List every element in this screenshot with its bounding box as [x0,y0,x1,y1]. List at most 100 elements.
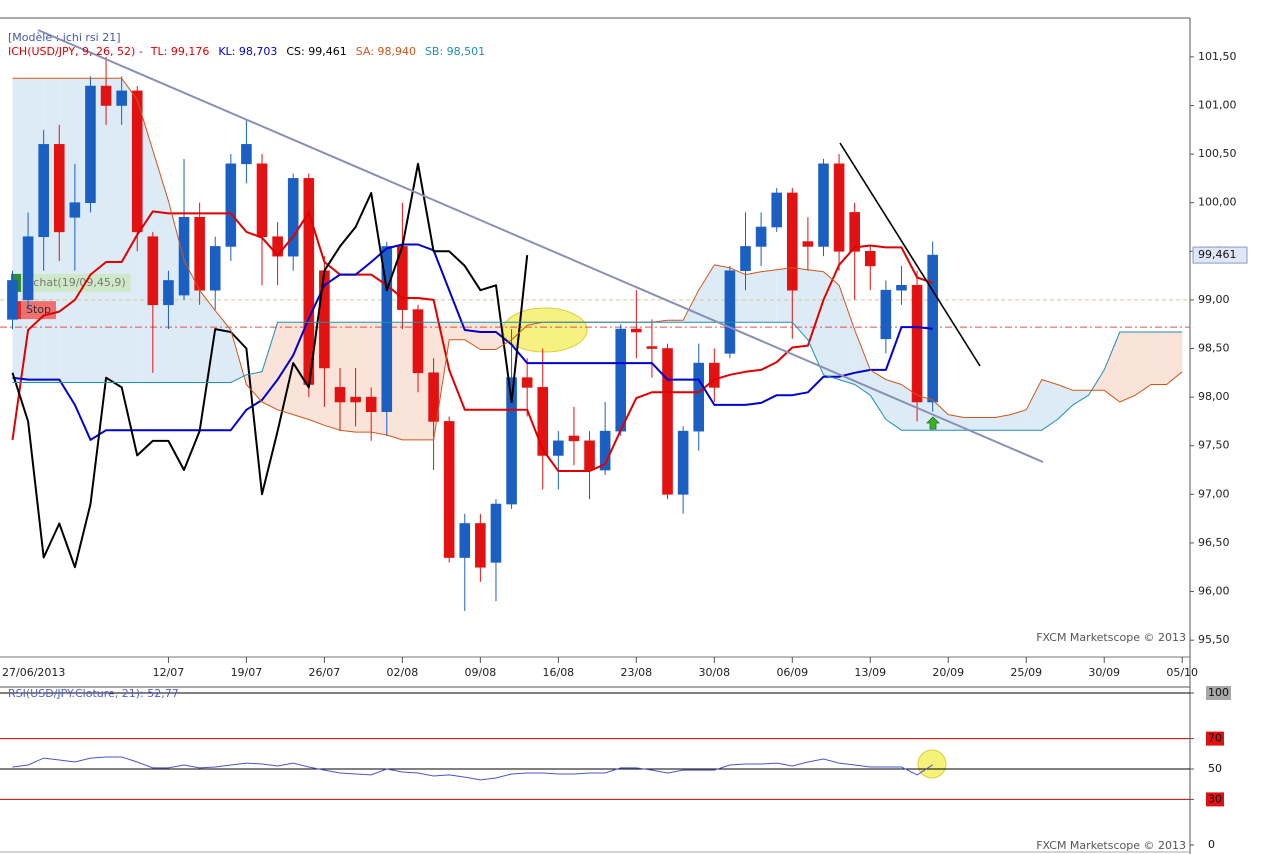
candle-body [256,163,268,238]
y-tick-label: 96,50 [1198,536,1230,549]
candle-body [662,348,673,495]
trend-line [839,142,981,367]
cloud-segment [698,264,715,323]
cloud-segment [1119,331,1136,402]
highlight-ellipse [917,749,947,779]
y-tick-label: 96,00 [1198,585,1230,598]
candle-body [116,90,127,106]
candle-body [350,396,361,403]
y-tick-label: 101,50 [1198,50,1237,63]
candle-body [147,236,159,306]
indicator-line [11,210,934,472]
candle-body [131,90,143,233]
candle-body [412,309,424,374]
legend-layer: [Modèle : ichi rsi 21] ICH(USD/JPY, 9, 2… [8,31,485,58]
x-tick-label: 30/08 [698,666,730,679]
cloud-segment [870,369,886,420]
legend: ICH(USD/JPY, 9, 26, 52) - TL: 99,176 KL: 9… [8,45,485,58]
cloud-segment [979,417,996,431]
legend-entry: SA: 98,940 [356,45,416,58]
cloud-segment [480,322,496,350]
y-tick-label: 100,00 [1198,196,1237,209]
x-tick-label: 26/07 [309,666,341,679]
cloud-segment [152,150,169,383]
axes-layer: 95,50 96,00 96,50 97,00 97,50 98,00 98,50 99,00… [2,50,1248,679]
cloud-segment [995,414,1011,431]
candle-body [506,377,517,505]
legend-entry: KL: 98,703 [218,45,277,58]
last-price-label: 99,461 [1198,248,1237,261]
y-tick-label: 95,50 [1198,633,1230,646]
candle-body [615,328,627,432]
candle-body [22,236,34,301]
trend-line [37,29,1044,463]
indicator-line [12,321,1183,431]
highlight-ellipse [502,307,588,353]
candle-body [864,251,876,267]
y-tick-label: 97,50 [1198,439,1230,452]
x-tick-label: 12/07 [153,666,185,679]
lines-layer [11,77,1183,569]
x-tick-label: 13/09 [854,666,886,679]
candle-body [693,362,705,432]
rsi-axes-layer: RSI(USD/JPY.Cloture, 21): 52,77 100 70 50 3… [8,686,1231,851]
cloud-segment [761,269,777,323]
cloud-segment [1073,390,1089,405]
candle-body [740,246,751,272]
cloud-segment [823,271,840,380]
candle-body [69,202,81,218]
cloud-segment [1151,331,1167,385]
cloud-segment [745,271,762,323]
x-tick-label: 06/09 [776,666,808,679]
x-tick-label: 25/09 [1010,666,1042,679]
cloud-segment [12,78,29,383]
x-tick-label: 09/08 [465,666,497,679]
y-tick-label: 101,00 [1198,98,1237,111]
candle-body [443,421,455,558]
candle-body [646,346,658,349]
candle-body [880,289,892,340]
candle-body [709,362,720,388]
y-tick-label: 98,00 [1198,390,1230,403]
cloud-segment [963,417,980,431]
candle-body [287,178,299,257]
cloud-segment [340,322,356,433]
candle-body [537,387,549,456]
cloud-segment [106,78,122,383]
candle-body [818,163,829,247]
x-tick-label: 19/07 [231,666,263,679]
x-tick-label: 27/06/2013 [2,666,65,679]
x-tick-label: 16/08 [542,666,574,679]
x-tick-label: 20/09 [932,666,964,679]
candle-body [521,377,533,388]
x-tick-label: 02/08 [387,666,419,679]
candle-body [209,246,221,291]
candle-body [677,430,689,495]
y-tick-label: 0 [1208,838,1215,851]
last-price-box [1192,246,1248,264]
candle-body [771,192,782,228]
candle-body [802,241,814,247]
candle-body [911,285,923,403]
legend-entry: TL: 99,176 [150,45,210,58]
annotation-layer [37,29,1044,463]
order-label: Achat(19/09,45,9) [26,276,126,289]
candle-body [381,246,393,412]
candle-body [272,236,283,257]
candle-body [631,328,642,333]
rsi-line [12,756,933,781]
y-tick-label: 99,00 [1198,293,1230,306]
y-tick-label: 50 [1208,762,1222,775]
cloud-segment [1135,331,1152,396]
cloud-segment [464,322,481,350]
candle-body [553,440,564,456]
rsi-layer [0,692,1190,800]
cloud-segment [1166,331,1183,385]
candle-body [849,212,860,252]
candle-body [568,435,580,442]
y-tick-label: 98,50 [1198,342,1230,355]
candle-body [194,216,205,291]
legend-indicator: ICH(USD/JPY, 9, 26, 52) - [8,45,143,58]
candle-body [303,178,315,385]
cloud-segment [1057,384,1074,420]
